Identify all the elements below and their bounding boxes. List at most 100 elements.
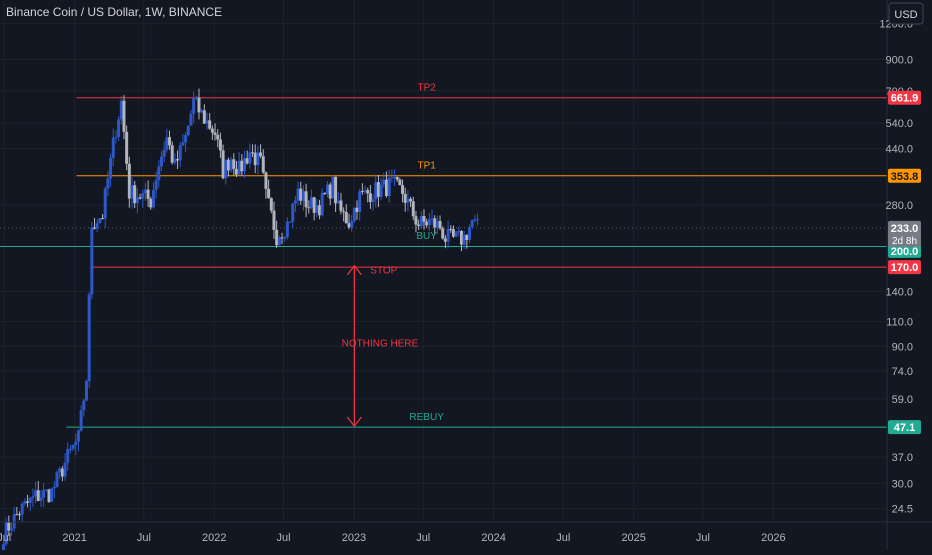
candle-body <box>4 521 8 545</box>
candle <box>76 429 80 452</box>
y-tick-label: 30.0 <box>892 478 913 490</box>
candle <box>470 219 474 230</box>
candle <box>23 498 27 507</box>
price-candles <box>1 88 480 553</box>
candle-body <box>114 136 118 138</box>
candle-body <box>395 176 399 180</box>
candle <box>205 112 209 130</box>
candle-body <box>267 188 271 199</box>
level-price-tag-rebuy: 47.1 <box>888 420 921 435</box>
candle <box>200 108 204 114</box>
candle <box>39 490 43 508</box>
candle <box>269 197 273 214</box>
candle-body <box>210 128 214 133</box>
candle <box>234 160 238 178</box>
candle-body <box>280 237 284 239</box>
candle-body <box>419 216 423 227</box>
candle-body <box>363 190 367 192</box>
candle <box>63 453 67 481</box>
candle-body <box>473 219 477 221</box>
level-price-tag-tp2: 661.9 <box>888 90 921 105</box>
candle-body <box>181 142 185 146</box>
candle-body <box>106 178 110 189</box>
candle <box>47 488 51 504</box>
candle-body <box>366 190 370 194</box>
price-tag-text: 47.1 <box>894 422 915 434</box>
candle-body <box>409 198 413 202</box>
candle <box>459 230 463 252</box>
candle <box>417 219 421 230</box>
currency-label: USD <box>894 9 917 21</box>
candle-body <box>312 197 316 213</box>
candle-body <box>125 131 129 164</box>
candle-body <box>417 224 421 227</box>
candle <box>422 209 426 230</box>
currency-button[interactable]: USD <box>888 2 924 25</box>
candle <box>162 141 166 163</box>
candle <box>411 196 415 221</box>
horizontal-levels <box>0 97 887 428</box>
price-tag-text: 661.9 <box>891 93 919 105</box>
candle <box>109 153 113 188</box>
time-axis[interactable]: Jul 2021 Jul 2022 Jul 2023 Jul 2024 Jul 2025 Jul 20… <box>0 532 786 544</box>
x-tick-label: 2025 <box>621 532 645 544</box>
candle <box>406 190 410 212</box>
candle <box>130 177 134 209</box>
candle-body <box>259 152 263 157</box>
y-tick-label: 540.0 <box>885 118 913 130</box>
candle-body <box>243 158 247 172</box>
level-price-tag-stop: 170.0 <box>888 260 921 275</box>
candle <box>382 172 386 188</box>
candle-body <box>269 198 273 211</box>
y-tick-label: 74.0 <box>892 366 913 378</box>
candle <box>36 481 40 502</box>
candle-body <box>328 184 332 199</box>
candle <box>376 174 380 207</box>
candle-body <box>133 185 137 204</box>
candle-body <box>291 203 295 222</box>
candle-body <box>443 238 447 242</box>
candle <box>98 218 102 224</box>
candle-body <box>42 490 46 498</box>
candle <box>111 128 115 167</box>
y-tick-label: 110.0 <box>886 316 913 328</box>
candle-body <box>326 184 330 195</box>
candle-body <box>146 189 150 199</box>
candle <box>344 204 348 224</box>
candle-body <box>425 221 429 226</box>
candle <box>133 180 137 209</box>
candle-body <box>393 176 397 178</box>
candle-body <box>202 110 206 124</box>
candle-body <box>15 514 19 516</box>
candle <box>398 177 402 186</box>
candle-body <box>438 221 442 229</box>
candle <box>20 501 24 523</box>
candle-body <box>283 237 287 239</box>
y-tick-label: 90.0 <box>892 341 913 353</box>
candle <box>409 196 413 208</box>
candle-body <box>411 201 415 217</box>
candle-body <box>103 188 107 219</box>
candle <box>151 182 155 209</box>
candle <box>31 488 35 508</box>
candle-body <box>315 205 319 213</box>
candle-body <box>127 163 131 199</box>
arrow-head-bottom <box>346 416 362 428</box>
candle <box>342 207 346 222</box>
candle-body <box>168 137 172 146</box>
x-tick-label: Jul <box>696 532 710 544</box>
candle-body <box>382 179 386 185</box>
range-arrow <box>346 264 362 428</box>
candle <box>371 194 375 211</box>
candle <box>331 175 335 200</box>
candle-body <box>398 179 402 186</box>
candle-body <box>309 197 313 208</box>
candle-body <box>143 189 147 194</box>
candle-body <box>459 230 463 245</box>
candle-body <box>288 221 292 223</box>
candle <box>106 170 110 197</box>
candle-body <box>232 159 236 169</box>
candle-body <box>159 156 163 167</box>
